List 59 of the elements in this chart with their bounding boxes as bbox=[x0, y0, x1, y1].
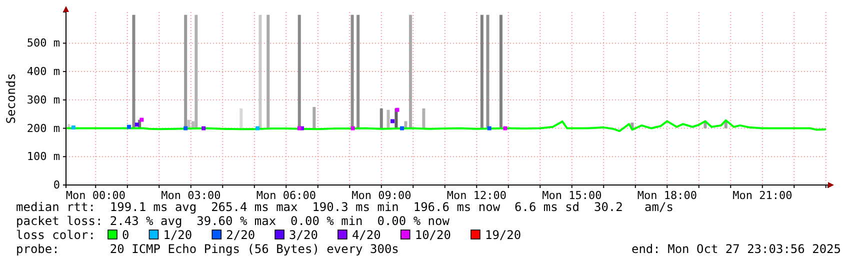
text: probe: 20 ICMP Echo Pings (56 Bytes) every 300s bbox=[16, 242, 399, 256]
legend-label: 1/20 bbox=[163, 228, 192, 242]
bar bbox=[266, 14, 270, 128]
y-tick-label: 100 m bbox=[26, 150, 60, 164]
x-tick-label: Mon 12:00 bbox=[446, 188, 506, 202]
point bbox=[390, 119, 394, 124]
bar bbox=[184, 14, 188, 128]
bar bbox=[386, 110, 390, 128]
bar bbox=[486, 14, 490, 128]
y-tick-label: 400 m bbox=[26, 65, 60, 78]
bar bbox=[240, 108, 243, 128]
bar bbox=[312, 107, 316, 128]
point bbox=[395, 108, 400, 112]
legend-label: 3/20 bbox=[289, 228, 318, 242]
bar bbox=[422, 108, 426, 128]
bar bbox=[350, 14, 354, 128]
bar bbox=[298, 14, 301, 128]
x-tick-label: Mon 09:00 bbox=[352, 188, 412, 202]
y-tick-label: 0 bbox=[53, 178, 60, 192]
point bbox=[134, 122, 139, 127]
point bbox=[71, 125, 76, 130]
text: median rtt: 199.1 ms avg 265.4 ms max 190.3 ms min 196.6 ms now 6.6 ms sd 30.2 am/s bbox=[16, 200, 674, 214]
bar bbox=[258, 14, 262, 128]
y-axis-title: Seconds bbox=[4, 73, 18, 124]
point bbox=[126, 124, 131, 129]
point bbox=[256, 126, 260, 130]
point bbox=[297, 126, 302, 130]
y-tick-label: 200 m bbox=[26, 122, 60, 135]
point bbox=[140, 118, 144, 122]
bar bbox=[408, 14, 412, 128]
point bbox=[202, 126, 206, 130]
y-tick-label: 300 m bbox=[26, 93, 60, 106]
x-tick-label: Mon 18:00 bbox=[637, 188, 697, 202]
bar bbox=[380, 108, 383, 128]
legend-label: 0 bbox=[122, 228, 130, 242]
x-tick-label: Mon 00:00 bbox=[66, 188, 126, 202]
legend-label: 4/20 bbox=[352, 228, 381, 242]
legend-label: 10/20 bbox=[414, 228, 451, 242]
bar bbox=[132, 14, 136, 128]
y-tick-label: 500 m bbox=[26, 36, 60, 50]
point bbox=[350, 126, 355, 130]
x-tick-label: Mon 15:00 bbox=[542, 188, 602, 202]
legend-title: loss color: bbox=[16, 228, 96, 242]
legend-label: 2/20 bbox=[226, 228, 256, 242]
point bbox=[400, 126, 404, 130]
point bbox=[184, 126, 188, 130]
bar bbox=[480, 14, 484, 128]
x-tick-label: Mon 21:00 bbox=[732, 188, 792, 202]
x-tick-label: Mon 03:00 bbox=[161, 188, 221, 202]
bar bbox=[194, 14, 198, 128]
bar bbox=[499, 14, 502, 128]
point bbox=[487, 126, 492, 130]
point bbox=[503, 126, 508, 130]
bar bbox=[356, 14, 360, 128]
text: end: Mon Oct 27 23:03:56 2025 bbox=[631, 242, 841, 256]
legend-label: 19/20 bbox=[484, 228, 522, 242]
x-tick-label: Mon 06:00 bbox=[256, 188, 316, 202]
line-series bbox=[65, 119, 827, 132]
text: packet loss: 2.43 % avg 39.60 % max 0.00 % min 0.00 % now bbox=[16, 214, 450, 228]
